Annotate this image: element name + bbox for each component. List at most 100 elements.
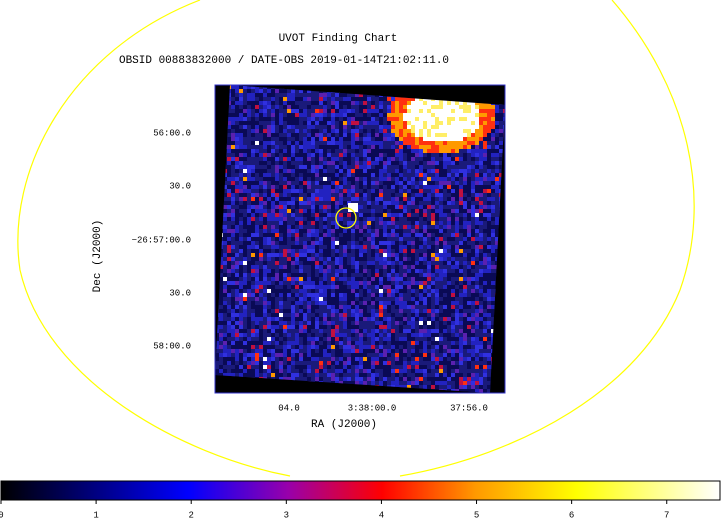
pixel bbox=[347, 121, 351, 125]
pixel bbox=[231, 225, 235, 229]
pixel bbox=[343, 125, 347, 129]
pixel bbox=[279, 265, 283, 269]
pixel bbox=[323, 169, 327, 173]
pixel bbox=[379, 157, 383, 161]
pixel bbox=[399, 169, 403, 173]
pixel bbox=[215, 369, 219, 373]
pixel bbox=[487, 321, 491, 325]
pixel bbox=[279, 169, 283, 173]
pixel bbox=[427, 101, 431, 105]
pixel bbox=[411, 269, 415, 273]
pixel bbox=[275, 209, 279, 213]
x-tick-label: 37:56.0 bbox=[450, 403, 488, 413]
pixel bbox=[243, 273, 247, 277]
pixel bbox=[343, 93, 347, 97]
pixel bbox=[279, 273, 283, 277]
pixel bbox=[363, 189, 367, 193]
pixel bbox=[255, 265, 259, 269]
pixel bbox=[415, 381, 419, 385]
pixel bbox=[339, 257, 343, 261]
pixel bbox=[331, 161, 335, 165]
pixel bbox=[307, 217, 311, 221]
pixel bbox=[331, 357, 335, 361]
pixel bbox=[395, 213, 399, 217]
pixel bbox=[399, 297, 403, 301]
pixel bbox=[339, 365, 343, 369]
pixel bbox=[363, 281, 367, 285]
pixel bbox=[267, 349, 271, 353]
pixel bbox=[255, 245, 259, 249]
pixel bbox=[263, 109, 267, 113]
pixel bbox=[247, 189, 251, 193]
pixel bbox=[263, 145, 267, 149]
pixel bbox=[275, 337, 279, 341]
pixel bbox=[411, 285, 415, 289]
pixel bbox=[243, 277, 247, 281]
pixel bbox=[419, 341, 423, 345]
pixel bbox=[387, 97, 391, 101]
pixel bbox=[387, 337, 391, 341]
pixel bbox=[343, 313, 347, 317]
pixel bbox=[395, 305, 399, 309]
pixel bbox=[299, 273, 303, 277]
pixel bbox=[287, 341, 291, 345]
pixel bbox=[411, 113, 415, 117]
pixel bbox=[235, 237, 239, 241]
pixel bbox=[327, 121, 331, 125]
pixel bbox=[239, 165, 243, 169]
pixel bbox=[355, 117, 359, 121]
pixel bbox=[355, 173, 359, 177]
pixel bbox=[275, 341, 279, 345]
pixel bbox=[239, 129, 243, 133]
pixel bbox=[275, 313, 279, 317]
pixel bbox=[339, 193, 343, 197]
pixel bbox=[291, 89, 295, 93]
pixel bbox=[479, 109, 483, 113]
pixel bbox=[379, 149, 383, 153]
pixel bbox=[259, 337, 263, 341]
pixel bbox=[467, 193, 471, 197]
pixel bbox=[383, 341, 387, 345]
pixel bbox=[415, 377, 419, 381]
pixel bbox=[371, 233, 375, 237]
pixel bbox=[263, 153, 267, 157]
pixel bbox=[459, 137, 463, 141]
pixel bbox=[455, 269, 459, 273]
pixel bbox=[347, 381, 351, 385]
pixel bbox=[431, 237, 435, 241]
pixel bbox=[255, 309, 259, 313]
pixel bbox=[267, 105, 271, 109]
pixel bbox=[307, 233, 311, 237]
pixel bbox=[455, 105, 459, 109]
pixel bbox=[335, 337, 339, 341]
pixel bbox=[255, 257, 259, 261]
pixel bbox=[279, 121, 283, 125]
pixel bbox=[475, 349, 479, 353]
pixel bbox=[439, 113, 443, 117]
pixel bbox=[355, 265, 359, 269]
pixel bbox=[287, 97, 291, 101]
pixel bbox=[355, 145, 359, 149]
pixel bbox=[227, 265, 231, 269]
pixel bbox=[383, 233, 387, 237]
pixel bbox=[223, 213, 227, 217]
pixel bbox=[383, 129, 387, 133]
pixel bbox=[395, 113, 399, 117]
pixel bbox=[411, 241, 415, 245]
pixel bbox=[383, 165, 387, 169]
pixel bbox=[443, 181, 447, 185]
pixel bbox=[351, 189, 355, 193]
pixel bbox=[431, 117, 435, 121]
pixel bbox=[303, 281, 307, 285]
pixel bbox=[359, 353, 363, 357]
pixel bbox=[495, 121, 499, 125]
pixel bbox=[287, 377, 291, 381]
colorbar-tick-label: 0 bbox=[0, 510, 4, 520]
pixel bbox=[255, 125, 259, 129]
pixel bbox=[451, 325, 455, 329]
pixel bbox=[415, 169, 419, 173]
pixel bbox=[327, 157, 331, 161]
pixel bbox=[319, 317, 323, 321]
pixel bbox=[239, 353, 243, 357]
pixel bbox=[323, 289, 327, 293]
